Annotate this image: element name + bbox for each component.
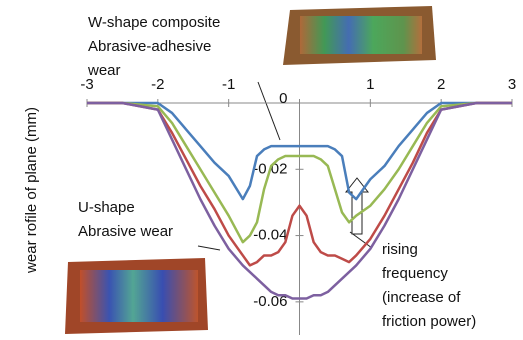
x-tick-label: -1: [222, 76, 235, 93]
x-tick-label: 3: [508, 76, 516, 93]
annotation: (increase of: [382, 289, 461, 306]
annotation: U-shape: [78, 199, 135, 216]
annotation: friction power): [382, 313, 476, 330]
x-tick-label: 1: [366, 76, 374, 93]
y-tick-label: -0.04: [253, 227, 287, 244]
pointer: [258, 82, 280, 140]
surface-image-top: [283, 6, 436, 65]
surface-image-bottom: [65, 258, 208, 334]
y-tick-label: 0: [279, 90, 287, 107]
x-tick-label: 2: [437, 76, 445, 93]
annotation: Abrasive-adhesive: [88, 38, 211, 55]
annotation: wear: [87, 62, 121, 79]
annotation: frequency: [382, 265, 448, 282]
y-axis-label: wear rofile of plane (mm): [23, 107, 40, 274]
x-tick-label: -2: [151, 76, 164, 93]
annotation: Abrasive wear: [78, 223, 173, 240]
annotation: rising: [382, 241, 418, 258]
pointer: [198, 246, 220, 250]
annotation: W-shape composite: [88, 14, 220, 31]
chart: wear rofile of plane (mm) -3-2-11230-0.0…: [0, 0, 523, 340]
